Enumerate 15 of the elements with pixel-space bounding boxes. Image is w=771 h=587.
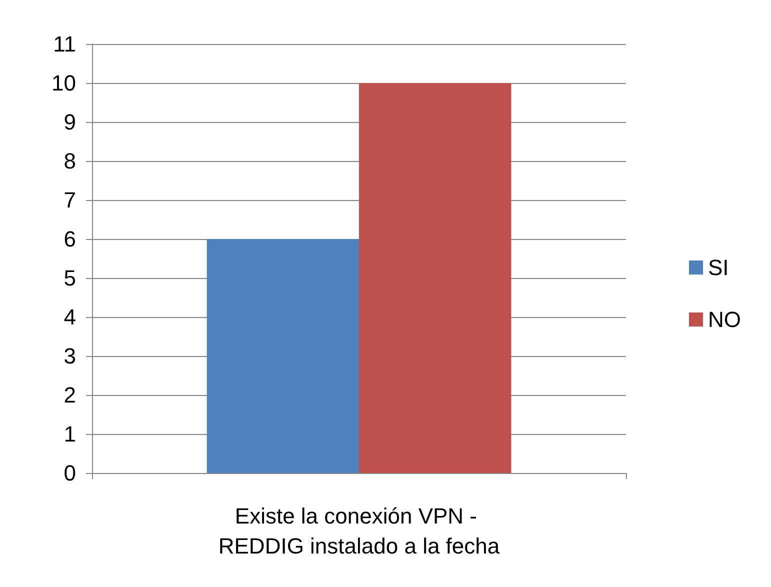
y-tick-label: 0 (64, 460, 76, 486)
y-tick-label: 11 (53, 32, 76, 56)
legend-label: SI (708, 255, 729, 280)
x-tick-label: Existe la conexión VPN - REDDIG instalado a la fecha (218, 504, 500, 558)
y-tick-label: 2 (64, 382, 76, 408)
y-tick-label: 3 (64, 344, 76, 368)
legend-label: NO (708, 307, 741, 332)
y-tick-label: 4 (64, 304, 76, 330)
y-tick-label: 5 (64, 266, 76, 290)
y-tick-label: 9 (64, 110, 76, 134)
y-tick-label: 10 (52, 70, 76, 96)
y-tick-label: 1 (64, 422, 76, 446)
y-tick-label: 7 (64, 188, 76, 212)
y-tick-label: 6 (64, 226, 76, 252)
y-tick-label: 8 (64, 148, 76, 174)
